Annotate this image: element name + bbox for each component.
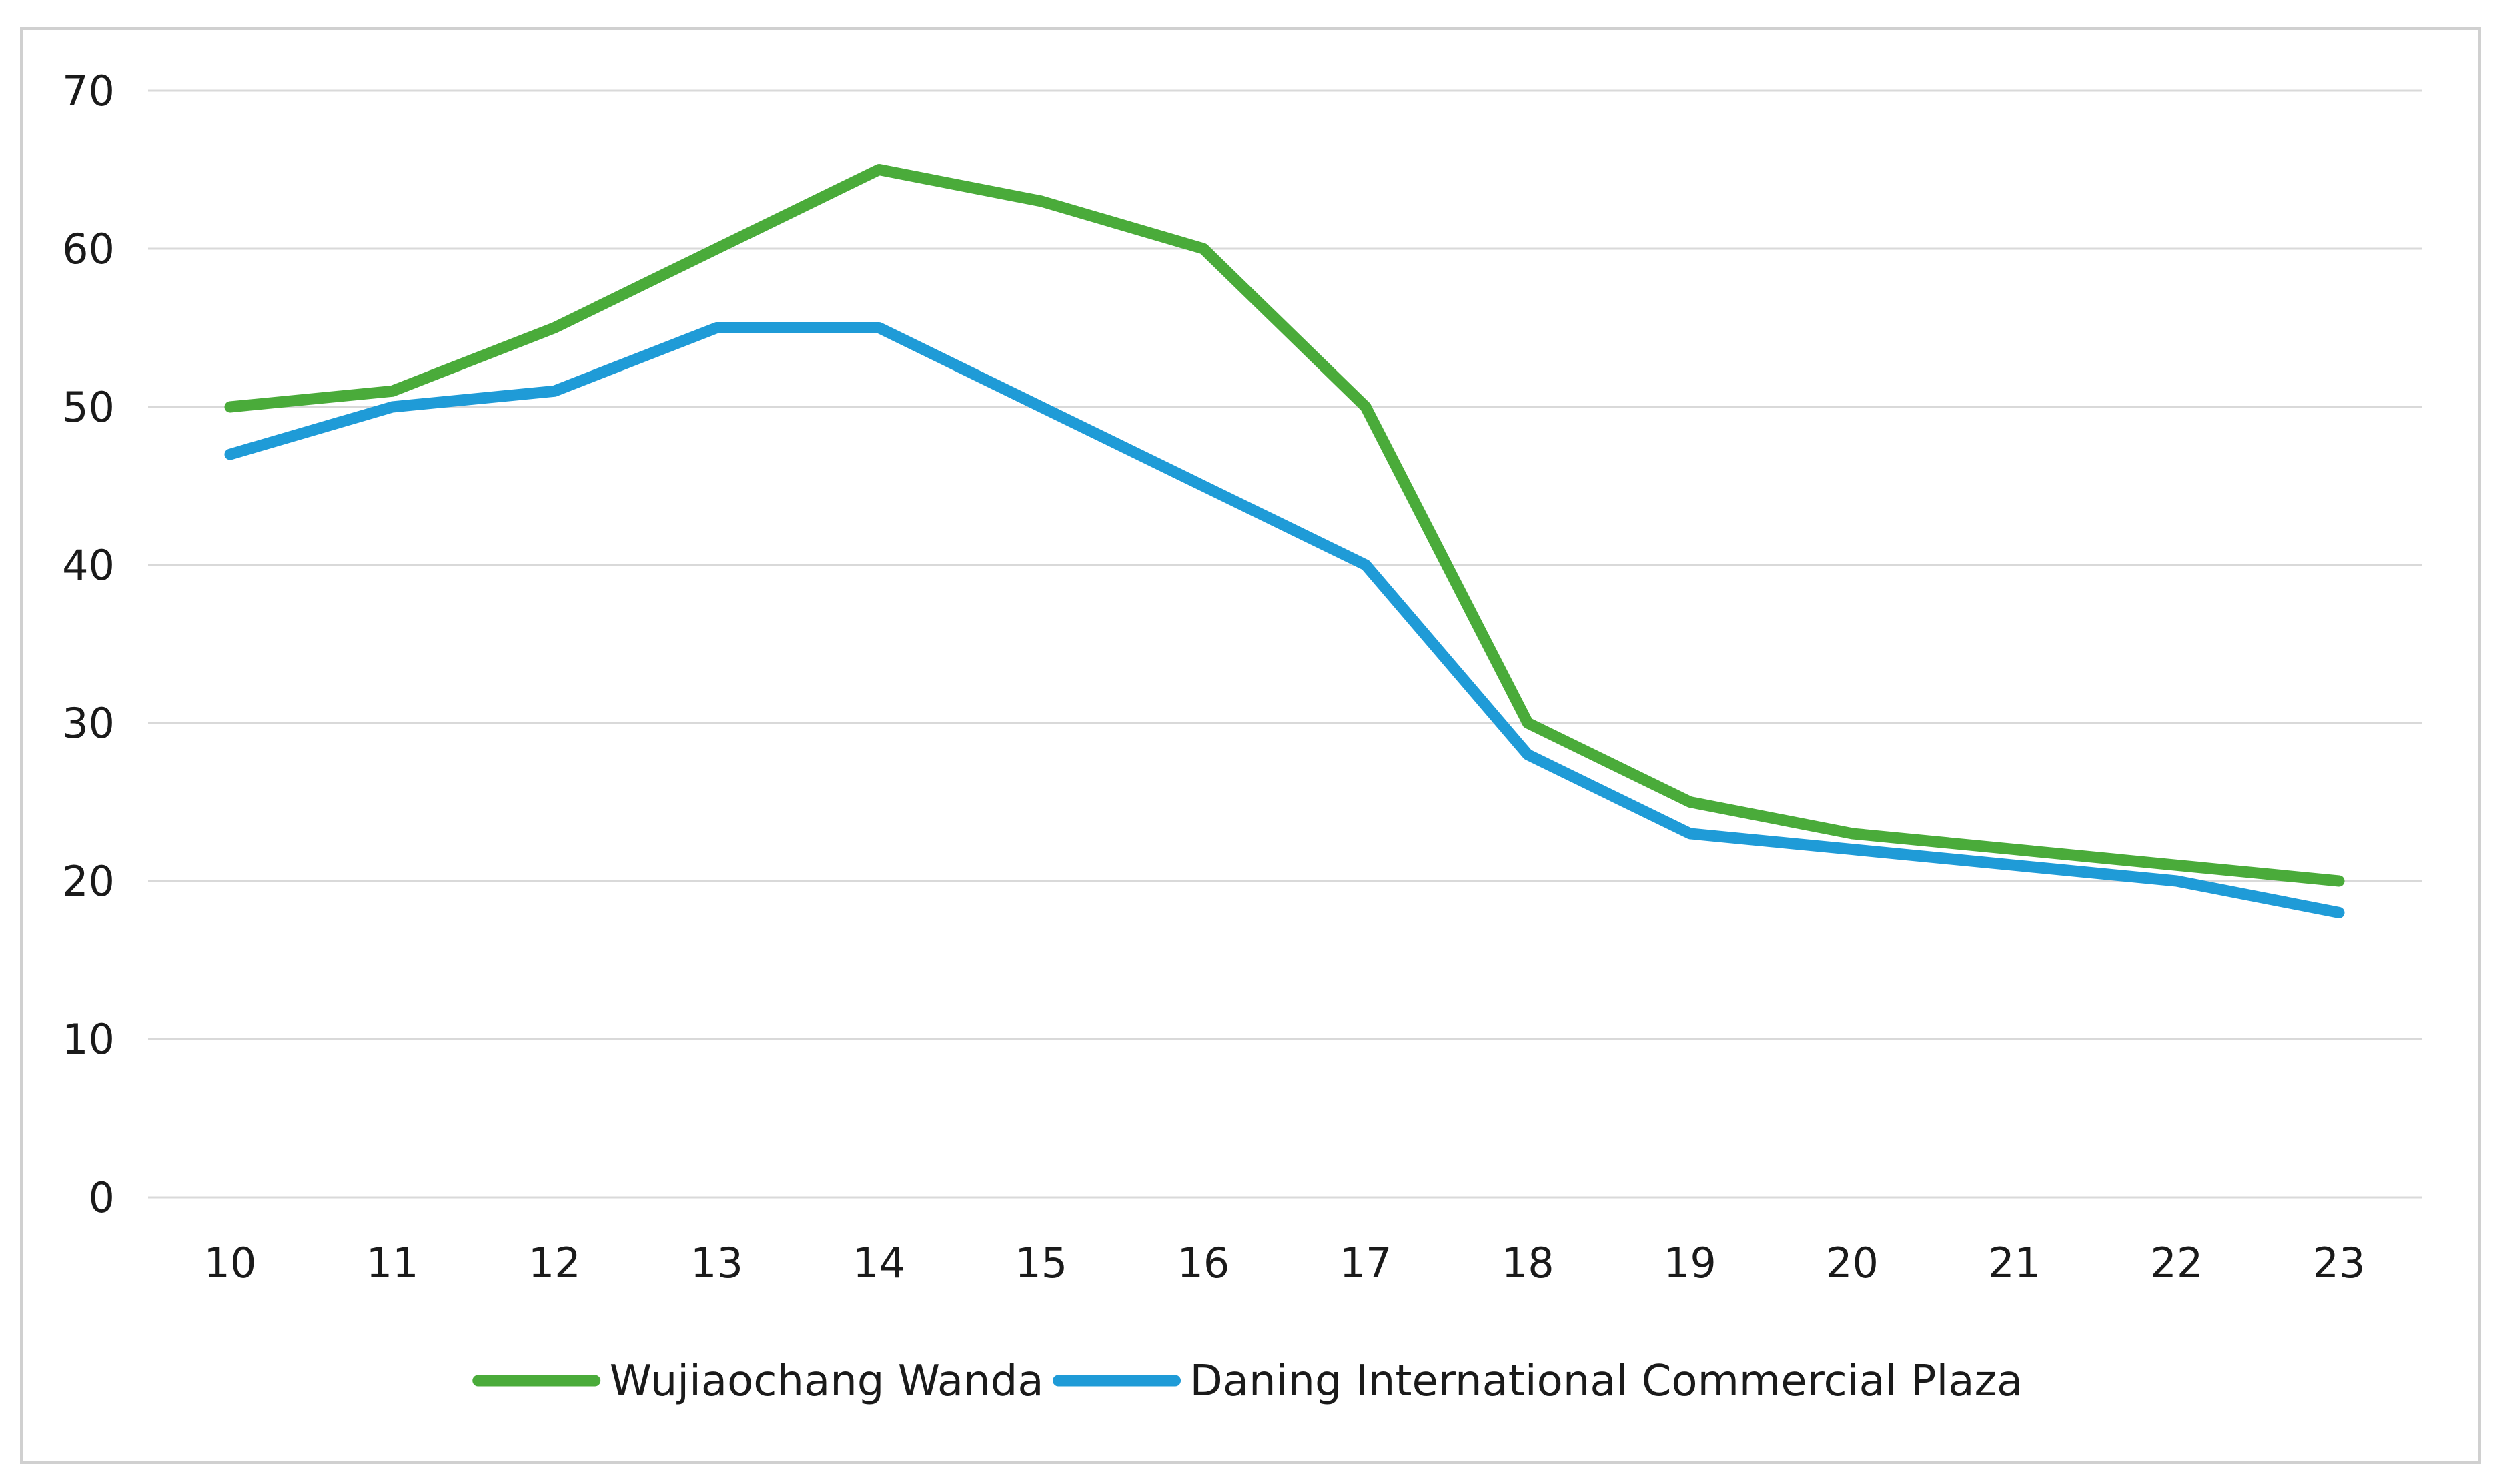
x-tick-label-15: 15 <box>1015 1239 1067 1287</box>
series-lines <box>224 164 2345 918</box>
y-tick-label-20: 20 <box>62 857 115 906</box>
y-tick-label-0: 0 <box>89 1173 115 1222</box>
x-tick-label-18: 18 <box>1502 1239 1554 1287</box>
y-axis-ticks: 0 10 20 30 40 50 60 70 <box>62 67 115 1222</box>
x-tick-label-10: 10 <box>204 1239 257 1287</box>
x-tick-label-12: 12 <box>528 1239 581 1287</box>
y-tick-label-70: 70 <box>62 67 115 115</box>
y-tick-label-60: 60 <box>62 225 115 273</box>
chart-border <box>20 27 2481 1464</box>
y-tick-label-30: 30 <box>62 699 115 748</box>
x-tick-label-13: 13 <box>690 1239 743 1287</box>
x-tick-label-23: 23 <box>2313 1239 2366 1287</box>
x-tick-label-11: 11 <box>366 1239 419 1287</box>
y-tick-label-50: 50 <box>62 383 115 432</box>
x-axis-ticks: 10 11 12 13 14 15 16 17 18 19 20 21 22 23 <box>204 1239 2366 1287</box>
gridlines <box>148 89 2422 1199</box>
y-tick-label-40: 40 <box>62 541 115 590</box>
legend-label-1: Daning International Commercial Plaza <box>1190 1357 2023 1406</box>
x-tick-label-17: 17 <box>1340 1239 1392 1287</box>
legend-label-0: Wujiaochang Wanda <box>610 1357 1044 1406</box>
series-line-0 <box>224 164 2345 887</box>
legend: Wujiaochang Wanda Daning International Co… <box>472 1357 2023 1406</box>
x-tick-label-21: 21 <box>1988 1239 2041 1287</box>
series-line-1 <box>224 322 2345 918</box>
x-tick-label-14: 14 <box>853 1239 905 1287</box>
x-tick-label-19: 19 <box>1664 1239 1716 1287</box>
y-tick-label-10: 10 <box>62 1015 115 1064</box>
x-tick-label-22: 22 <box>2150 1239 2203 1287</box>
x-tick-label-20: 20 <box>1826 1239 1879 1287</box>
x-tick-label-16: 16 <box>1177 1239 1229 1287</box>
